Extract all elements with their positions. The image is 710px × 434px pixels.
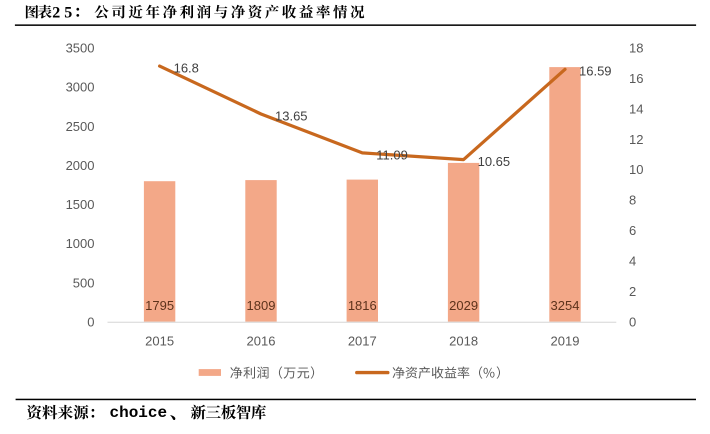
svg-text:1809: 1809 bbox=[247, 298, 276, 313]
svg-text:3000: 3000 bbox=[66, 80, 95, 95]
svg-text:3254: 3254 bbox=[551, 298, 580, 313]
svg-text:5: 5 bbox=[64, 5, 72, 22]
svg-text:10: 10 bbox=[629, 162, 643, 177]
svg-text:2000: 2000 bbox=[66, 158, 95, 173]
svg-text:2015: 2015 bbox=[145, 334, 174, 349]
svg-text:choice: choice bbox=[110, 404, 168, 422]
svg-text:2017: 2017 bbox=[348, 334, 377, 349]
svg-text:10.65: 10.65 bbox=[478, 154, 511, 169]
svg-text:8: 8 bbox=[629, 193, 636, 208]
svg-text:500: 500 bbox=[73, 275, 95, 290]
svg-text:1795: 1795 bbox=[145, 298, 174, 313]
svg-text:6: 6 bbox=[629, 223, 636, 238]
svg-text:16.59: 16.59 bbox=[579, 64, 612, 79]
svg-text:13.65: 13.65 bbox=[275, 108, 308, 123]
svg-text:1816: 1816 bbox=[348, 298, 377, 313]
svg-text:2019: 2019 bbox=[551, 334, 580, 349]
svg-text:14: 14 bbox=[629, 101, 643, 116]
svg-text:4: 4 bbox=[629, 254, 636, 269]
svg-text:0: 0 bbox=[87, 314, 94, 329]
svg-text:16.8: 16.8 bbox=[174, 61, 199, 76]
svg-text:12: 12 bbox=[629, 132, 643, 147]
svg-text:11.09: 11.09 bbox=[376, 147, 408, 162]
svg-text:2500: 2500 bbox=[66, 119, 95, 134]
svg-text:3500: 3500 bbox=[66, 41, 95, 56]
svg-text:1500: 1500 bbox=[66, 197, 95, 212]
svg-text:18: 18 bbox=[629, 41, 643, 56]
svg-text:2018: 2018 bbox=[449, 334, 478, 349]
svg-text:16: 16 bbox=[629, 71, 643, 86]
svg-text:2016: 2016 bbox=[247, 334, 276, 349]
svg-text:2: 2 bbox=[629, 284, 636, 299]
svg-text:0: 0 bbox=[629, 314, 636, 329]
svg-text:2: 2 bbox=[52, 5, 60, 22]
svg-text:1000: 1000 bbox=[66, 236, 95, 251]
svg-text:2029: 2029 bbox=[449, 298, 478, 313]
